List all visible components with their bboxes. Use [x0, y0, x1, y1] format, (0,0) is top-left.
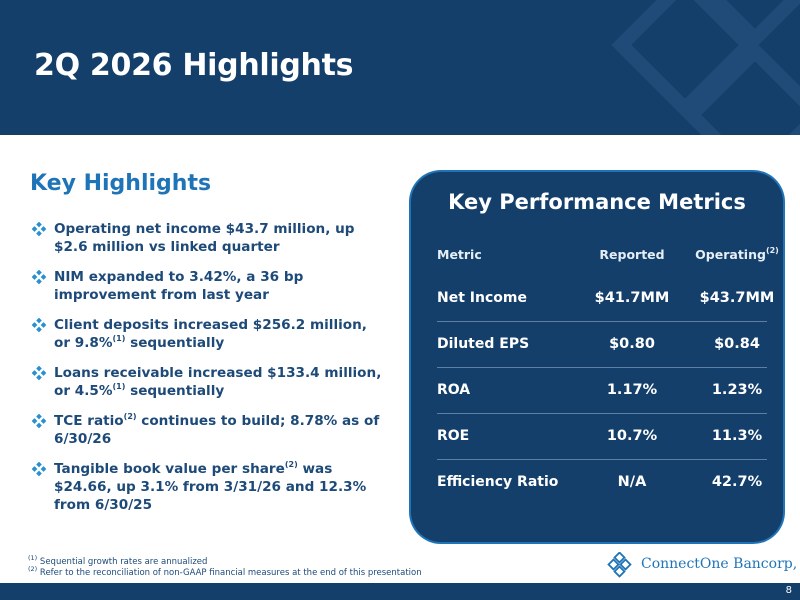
highlight-item: Operating net income $43.7 million, up $…: [32, 220, 382, 256]
connectone-diamond-logo-icon: [607, 552, 632, 578]
highlight-item: Tangible book value per share(2) was $24…: [32, 460, 382, 514]
footnotes: (1) Sequential growth rates are annualiz…: [28, 554, 422, 579]
reported-value: 1.17%: [606, 382, 658, 398]
footnote-1: (1) Sequential growth rates are annualiz…: [28, 554, 208, 567]
four-diamond-bullet-icon: [32, 270, 46, 284]
footnote-2: (2) Refer to the reconciliation of non-G…: [28, 565, 422, 578]
operating-value: $0.84: [714, 336, 760, 352]
metric-name: Diluted EPS: [437, 336, 530, 352]
four-diamond-bullet-icon: [32, 318, 46, 332]
reported-value: $0.80: [609, 336, 655, 352]
reported-value: 10.7%: [606, 428, 658, 444]
key-highlights-heading: Key Highlights: [30, 171, 212, 196]
four-diamond-bullet-icon: [32, 462, 46, 476]
metrics-row-diluted-eps: Diluted EPS $0.80 $0.84: [437, 321, 767, 368]
metrics-header-row: Metric Reported Operating(2): [437, 232, 779, 278]
reported-column-header: Reported: [599, 247, 665, 262]
metric-name: ROA: [437, 382, 471, 398]
highlight-item: Client deposits increased $256.2 million…: [32, 316, 382, 352]
highlight-item: Loans receivable increased $133.4 millio…: [32, 364, 382, 400]
decorative-diamond-pattern: [611, 0, 800, 135]
page-number: 8: [785, 585, 792, 596]
metrics-title: Key Performance Metrics: [448, 190, 746, 214]
metric-name: ROE: [437, 428, 470, 444]
metric-name: Efficiency Ratio: [437, 474, 559, 490]
metrics-row-roe: ROE 10.7% 11.3%: [437, 413, 767, 460]
metrics-row-efficiency-ratio: Efficiency Ratio N/A 42.7%: [437, 459, 767, 505]
title-banner: 2Q 2026 Highlights: [0, 0, 800, 135]
highlight-item: TCE ratio(2) continues to build; 8.78% a…: [32, 412, 382, 448]
reported-value: $41.7MM: [594, 290, 670, 306]
footer-bar: 8: [0, 583, 800, 600]
operating-column-header: Operating(2): [695, 246, 779, 263]
page-title: 2Q 2026 Highlights: [34, 48, 354, 83]
reported-value: N/A: [617, 474, 647, 490]
metrics-row-net-income: Net Income $41.7MM $43.7MM: [437, 275, 774, 322]
operating-value: 42.7%: [711, 474, 763, 490]
four-diamond-bullet-icon: [32, 222, 46, 236]
metrics-row-roa: ROA 1.17% 1.23%: [437, 367, 767, 414]
operating-value: 11.3%: [711, 428, 763, 444]
four-diamond-bullet-icon: [32, 366, 46, 380]
operating-value: $43.7MM: [699, 290, 775, 306]
operating-value: 1.23%: [711, 382, 763, 398]
metric-column-header: Metric: [437, 247, 482, 262]
four-diamond-bullet-icon: [32, 414, 46, 428]
metric-name: Net Income: [437, 290, 527, 306]
highlights-list: Operating net income $43.7 million, up $…: [32, 220, 382, 526]
logo-wordmark: ConnectOne Bancorp, Inc.: [641, 556, 800, 572]
highlight-item: NIM expanded to 3.42%, a 36 bp improveme…: [32, 268, 382, 304]
key-performance-metrics-panel: Key Performance Metrics Metric Reported …: [411, 172, 783, 542]
